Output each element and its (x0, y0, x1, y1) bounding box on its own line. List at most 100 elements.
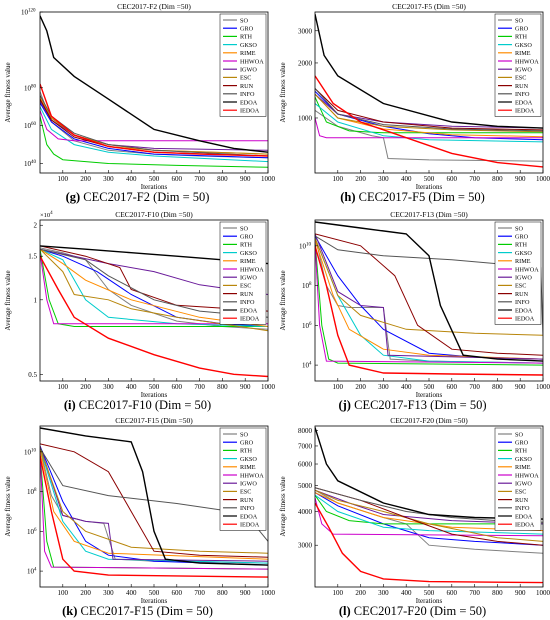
series-line-esc (315, 93, 543, 133)
caption-letter: (j) (338, 398, 351, 412)
chart-title: CEC2017-F20 (Dim =50) (390, 416, 468, 425)
chart-panel-i: CEC2017-F10 (Dim =50) 100 200 300 400 500 600 7… (0, 208, 276, 414)
y-tick-exponent: 6 (34, 528, 37, 533)
legend-label: IEDOA (515, 316, 535, 323)
x-tick-label: 800 (217, 383, 228, 391)
x-tick-label: 600 (172, 175, 183, 183)
x-tick-label: 900 (515, 383, 526, 391)
x-tick-label: 600 (447, 589, 458, 597)
series-line-hhwoa (315, 241, 543, 364)
chart-svg: CEC2017-F5 (Dim =50) 100 200 300 400 500 600 70… (279, 2, 550, 191)
series-line-hhwoa (40, 451, 268, 570)
legend-label: GKSO (515, 250, 532, 257)
caption-letter: (h) (340, 190, 356, 204)
legend-label: RUN (240, 83, 254, 90)
series-line-iedoa (40, 83, 268, 157)
legend-label: IGWO (240, 67, 257, 74)
legend-box (494, 427, 542, 531)
legend-label: RUN (515, 83, 529, 90)
legend-label: EDOA (515, 513, 533, 520)
series-line-run (40, 443, 268, 558)
y-tick-label: 6000 (298, 461, 313, 469)
legend-label: IGWO (515, 67, 532, 74)
legend-label: GRO (240, 234, 254, 241)
series-line-run (40, 245, 268, 312)
y-tick-exponent: 4 (309, 362, 312, 367)
series-line-iedoa (40, 255, 268, 378)
x-tick-label: 400 (401, 589, 412, 597)
series-line-rth (315, 96, 543, 134)
chart-panel-l: CEC2017-F20 (Dim =50) 100 200 300 400 500 600 7… (275, 414, 550, 620)
series-line-gro (315, 492, 543, 546)
legend-label: SO (515, 17, 523, 24)
series-line-rime (40, 449, 268, 560)
series-line-run (315, 88, 543, 131)
y-tick-label: 1010 (299, 242, 312, 250)
chart-caption: (g) CEC2017-F2 (Dim = 50) (0, 190, 275, 205)
legend-label: ESC (240, 489, 251, 496)
x-tick-label: 900 (240, 589, 251, 597)
series-line-igwo (315, 233, 543, 360)
series-line-edoa (40, 427, 268, 566)
caption-letter: (l) (338, 604, 351, 618)
legend-label: GRO (515, 26, 529, 33)
legend-label: RTH (515, 34, 528, 41)
x-tick-label: 800 (492, 589, 503, 597)
legend-label: SO (240, 225, 248, 232)
x-tick-label: 100 (333, 175, 344, 183)
series-line-gkso (40, 447, 268, 564)
chart-caption: (k) CEC2017-F15 (Dim = 50) (0, 604, 275, 619)
y-tick-label: 108 (27, 488, 37, 496)
x-tick-label: 300 (378, 589, 389, 597)
chart-panel-k: CEC2017-F15 (Dim =50) 100 200 300 400 500 600 7… (0, 414, 276, 620)
legend-box (494, 13, 542, 117)
x-tick-label: 500 (424, 383, 435, 391)
legend-label: SO (515, 225, 523, 232)
y-tick-exponent: 60 (31, 122, 37, 127)
legend-label: IEDOA (515, 108, 535, 115)
legend-label: GKSO (240, 42, 257, 49)
x-tick-label: 600 (172, 589, 183, 597)
x-tick-label: 200 (80, 383, 91, 391)
legend-label: INFO (515, 91, 530, 98)
legend-label: RIME (515, 258, 531, 265)
x-tick-label: 1000 (536, 383, 550, 391)
x-tick-label: 100 (333, 589, 344, 597)
y-tick-label: 10120 (21, 9, 36, 17)
series-line-esc (40, 248, 268, 332)
chart-caption: (j) CEC2017-F13 (Dim = 50) (275, 398, 550, 413)
y-axis-label: Average fitness value (279, 270, 287, 330)
chart-title: CEC2017-F2 (Dim =50) (117, 2, 191, 11)
y-tick-label: 106 (27, 528, 37, 536)
y-tick-label: 8000 (298, 427, 313, 435)
legend-label: INFO (240, 505, 255, 512)
x-tick-label: 100 (58, 589, 69, 597)
y-tick-label: 1000 (298, 114, 313, 122)
x-tick-label: 200 (80, 589, 91, 597)
legend-label: RIME (240, 464, 256, 471)
series-line-hhwoa (40, 252, 268, 325)
caption-text: CEC2017-F5 (Dim = 50) (358, 190, 485, 204)
x-tick-label: 1000 (536, 175, 550, 183)
x-axis-label: Iterations (416, 183, 443, 191)
legend-label: IEDOA (240, 316, 260, 323)
chart-title: CEC2017-F10 (Dim =50) (115, 210, 193, 219)
series-line-gro (40, 445, 268, 566)
legend-label: IEDOA (240, 108, 260, 115)
x-tick-label: 300 (378, 383, 389, 391)
series-line-hhwoa (40, 110, 268, 142)
x-tick-label: 800 (492, 383, 503, 391)
legend-label: RTH (515, 448, 528, 455)
y-tick-label: 106 (302, 322, 312, 330)
y-tick-label: 7000 (298, 442, 313, 450)
legend-label: EDOA (240, 99, 258, 106)
x-tick-label: 500 (424, 175, 435, 183)
chart-title: CEC2017-F13 (Dim =50) (390, 210, 468, 219)
series-line-rth (315, 494, 543, 525)
chart-svg: CEC2017-F20 (Dim =50) 100 200 300 400 500 600 7… (279, 416, 550, 605)
caption-text: CEC2017-F2 (Dim = 50) (83, 190, 210, 204)
y-tick-label: 1040 (24, 160, 37, 168)
y-tick-exponent: 8 (34, 488, 37, 493)
legend-label: IEDOA (515, 522, 535, 529)
